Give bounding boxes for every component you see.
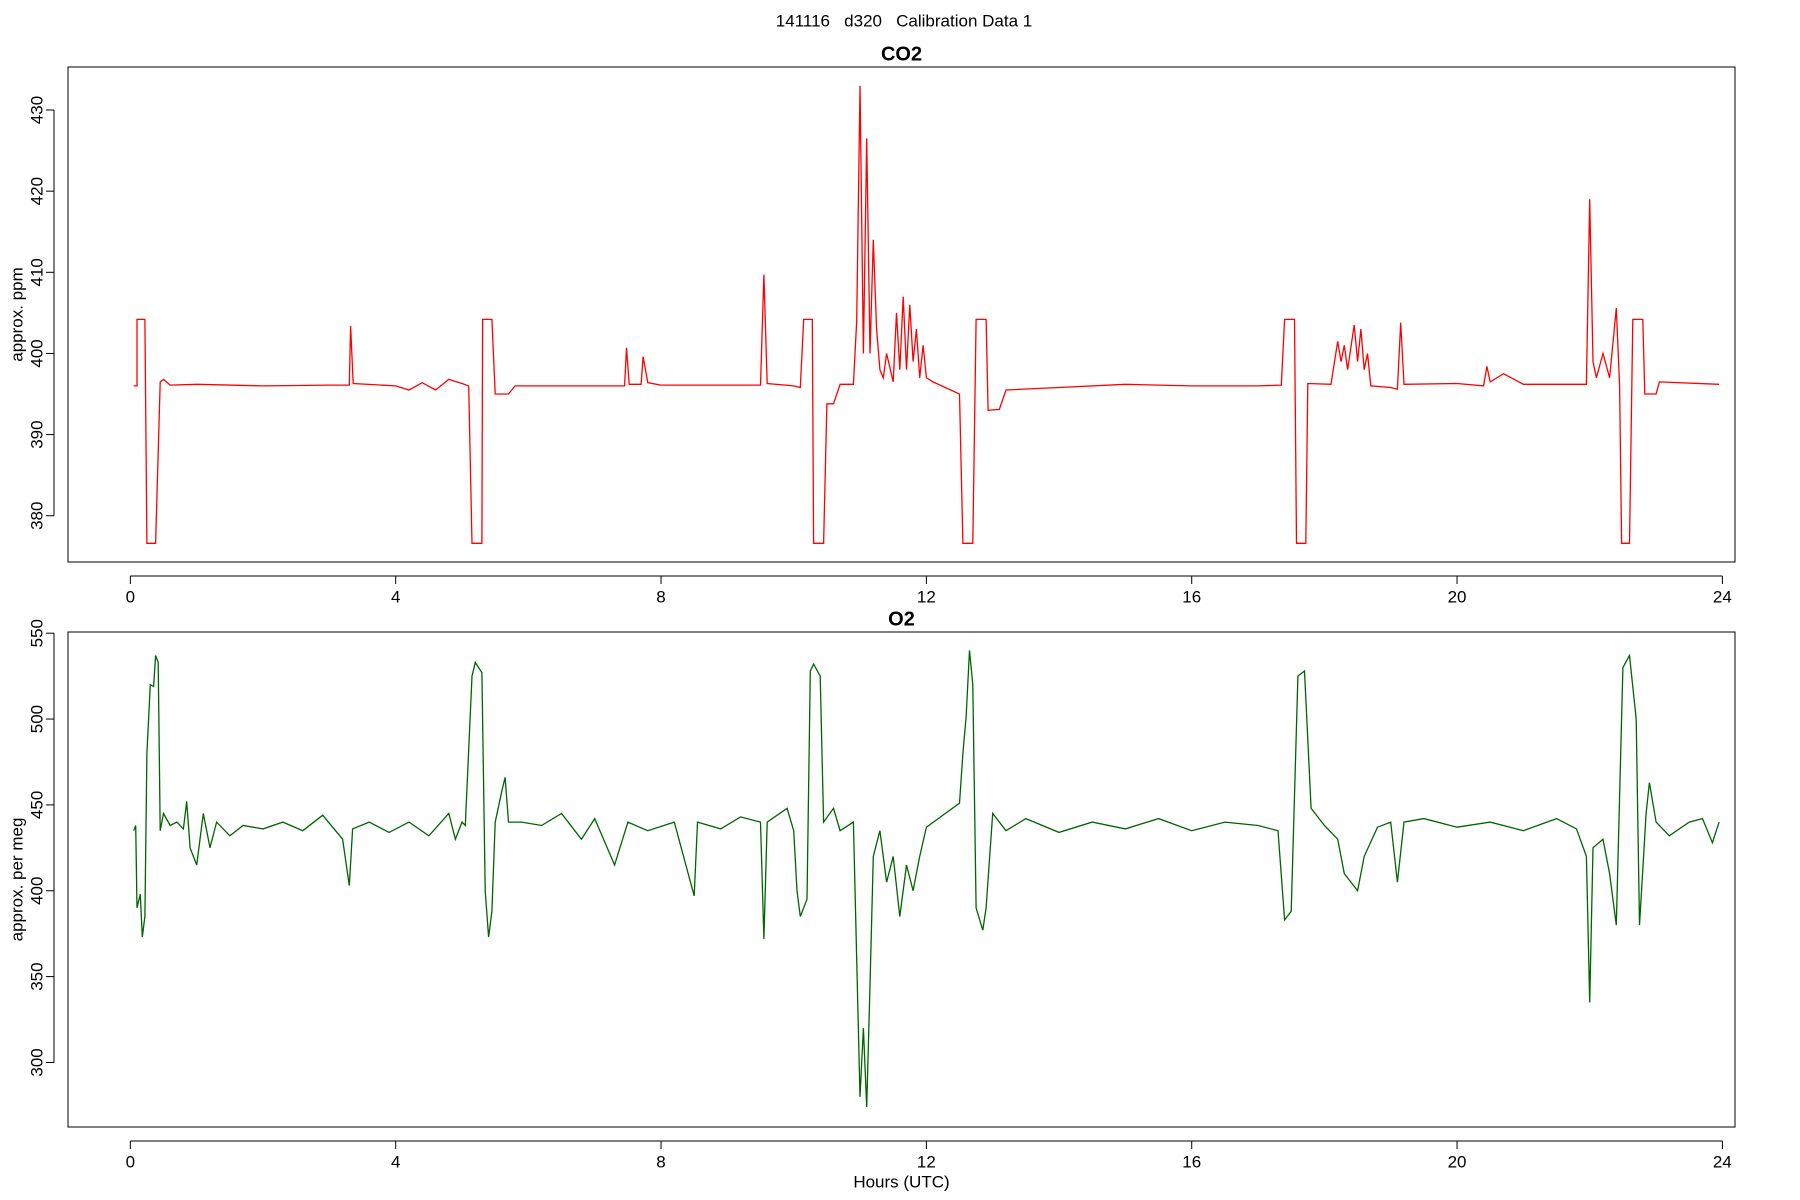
x-tick-label: 20 (1448, 1152, 1467, 1171)
x-tick-label: 12 (917, 587, 936, 606)
y-axis-label: approx. per meg (7, 818, 26, 942)
y-tick-label: 400 (27, 877, 46, 905)
data-line (133, 650, 1720, 1108)
y-tick-label: 300 (27, 1048, 46, 1076)
x-tick-label: 0 (126, 587, 135, 606)
x-tick-label: 24 (1713, 587, 1732, 606)
y-tick-label: 380 (27, 502, 46, 530)
plot-frame (67, 631, 1736, 1128)
x-tick-label: 0 (126, 1152, 135, 1171)
y-tick-label: 350 (27, 962, 46, 990)
y-tick-label: 550 (27, 619, 46, 647)
y-tick-label: 400 (27, 339, 46, 367)
figure-title: 141116 d320 Calibration Data 1 (776, 11, 1032, 30)
x-tick-label: 8 (656, 587, 665, 606)
chart-title: O2 (888, 608, 915, 630)
chart-title: CO2 (881, 43, 922, 65)
x-tick-label: 8 (656, 1152, 665, 1171)
y-tick-label: 430 (27, 96, 46, 124)
x-tick-label: 4 (391, 587, 400, 606)
plot-frame (67, 66, 1736, 563)
x-tick-label: 16 (1182, 1152, 1201, 1171)
y-tick-label: 420 (27, 177, 46, 205)
y-tick-label: 450 (27, 791, 46, 819)
x-tick-label: 4 (391, 1152, 400, 1171)
x-tick-label: 12 (917, 1152, 936, 1171)
y-tick-label: 390 (27, 420, 46, 448)
x-tick-label: 20 (1448, 587, 1467, 606)
x-axis-label: Hours (UTC) (853, 1172, 949, 1191)
y-axis-label: approx. ppm (7, 267, 26, 362)
x-tick-label: 16 (1182, 587, 1201, 606)
y-tick-label: 500 (27, 705, 46, 733)
x-tick-label: 24 (1713, 1152, 1732, 1171)
y-tick-label: 410 (27, 258, 46, 286)
data-line (133, 85, 1720, 544)
